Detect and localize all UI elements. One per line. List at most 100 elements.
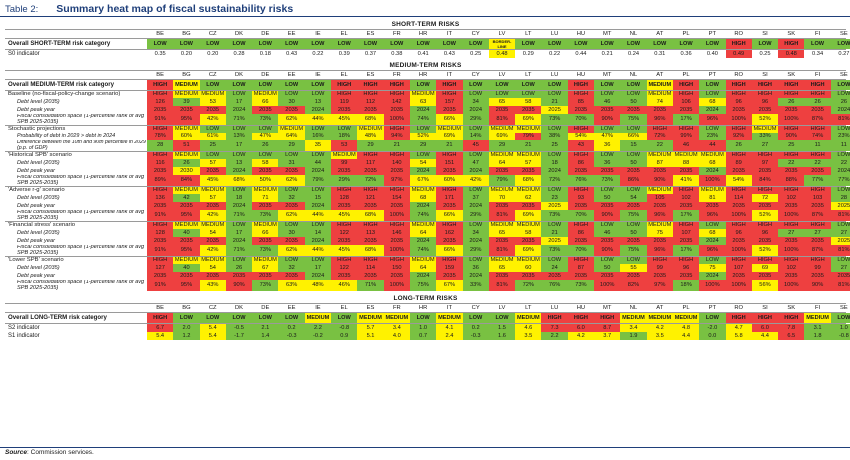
s2-indicator-row-cell: 8.7 bbox=[594, 324, 621, 332]
scenario-indicator-row: Debt peak year 2035 2035 2035 2024 2035 2035 20… bbox=[5, 106, 850, 114]
scenario-indicator-row-cell: 2024 bbox=[304, 202, 332, 210]
scenario-indicator-row-cell: 27 bbox=[804, 229, 831, 237]
scenario-indicator-row-cell: 146 bbox=[383, 229, 410, 237]
s2-indicator-row-cell: 2.2 bbox=[304, 324, 332, 332]
scenario-indicator-row-cell: 99 bbox=[646, 264, 673, 272]
scenario-category-row-cell: HIGH bbox=[383, 222, 410, 229]
scenario-indicator-row-cell: 77% bbox=[830, 175, 850, 186]
scenario-indicator-row-cell: 29% bbox=[462, 114, 489, 125]
short-term-overall-row-cell: LOW bbox=[804, 39, 831, 49]
scenario-indicator-row-cell: 22 bbox=[830, 159, 850, 167]
s0-indicator-row-cell: 0.39 bbox=[338, 51, 350, 57]
scenario-indicator-row-cell: 157 bbox=[436, 98, 463, 106]
scenario-category-row-cell: LOW bbox=[699, 257, 726, 264]
scenario-indicator-row-cell: 2035 bbox=[672, 237, 700, 245]
scenario-category-row-cell: HIGH bbox=[436, 187, 463, 194]
medium-term-overall-row-cell: HIGH bbox=[778, 80, 805, 90]
scenario-indicator-row-cell: 44% bbox=[304, 114, 332, 125]
scenario-category-row-cell: HIGH bbox=[567, 187, 595, 194]
scenario-category-row-cell: LOW bbox=[252, 152, 279, 159]
header-spacer bbox=[5, 304, 147, 312]
scenario-indicator-row-cell: 105 bbox=[646, 194, 673, 202]
scenario-category-row-cell: HIGH bbox=[567, 126, 595, 133]
scenario-category-row-cell: MEDIUM bbox=[699, 152, 726, 159]
s0-indicator-row-cell: 0.29 bbox=[522, 51, 534, 57]
scenario-indicator-row-cell: 58 bbox=[515, 98, 542, 106]
scenario-indicator-row-cell: 2035 bbox=[225, 272, 253, 280]
scenario-category-row-cell: MEDIUM bbox=[173, 152, 200, 159]
scenario-indicator-row-cell: 96% bbox=[646, 210, 673, 221]
country-header: FR bbox=[392, 72, 401, 78]
scenario-category-row-cell: LOW bbox=[225, 152, 253, 159]
scenario-indicator-row-cell: 2035 bbox=[278, 167, 305, 175]
bottom-rule bbox=[0, 447, 850, 448]
scenario-indicator-row-label: Debt peak year bbox=[17, 107, 55, 113]
country-header: EL bbox=[340, 31, 348, 37]
scenario-indicator-row-cell: 47 bbox=[462, 159, 489, 167]
short-term-overall-row-cell: LOW bbox=[383, 39, 410, 49]
scenario-indicator-row-cell: 159 bbox=[436, 264, 463, 272]
s0-indicator-row-cell: 0.34 bbox=[812, 51, 824, 57]
scenario-category-row-cell: LOW bbox=[278, 91, 305, 98]
s0-indicator-row-cell: 0.41 bbox=[417, 51, 429, 57]
scenario-indicator-row-cell: 2025 bbox=[541, 106, 568, 114]
s2-indicator-row-cell: 4.6 bbox=[515, 324, 542, 332]
scenario-indicator-row-cell: 81% bbox=[488, 210, 516, 221]
scenario-indicator-row-cell: 2035 bbox=[646, 202, 673, 210]
scenario-indicator-row-cell: 54 bbox=[199, 264, 226, 272]
s1-indicator-row-cell: 0.0 bbox=[699, 332, 726, 340]
s1-indicator-row-cell: 5.8 bbox=[725, 332, 752, 340]
country-header: IT bbox=[446, 305, 452, 311]
scenario-indicator-row-cell: 142 bbox=[383, 98, 410, 106]
scenario-indicator-row-cell: 65 bbox=[488, 264, 516, 272]
scenario-indicator-row-cell: 74% bbox=[409, 245, 437, 256]
long-term-overall-row-cell: MEDIUM bbox=[804, 313, 831, 323]
scenario-indicator-row-cell: 97% bbox=[646, 280, 673, 291]
scenario-indicator-row-cell: 28 bbox=[830, 194, 850, 202]
stochastic-probability-row-cell: 79% bbox=[515, 133, 542, 140]
source-note: Source: Commission services. bbox=[5, 449, 94, 456]
scenario-indicator-row-cell: 2035 bbox=[620, 106, 647, 114]
s2-indicator-row-cell: 5.7 bbox=[357, 324, 384, 332]
scenario-category-row-cell: MEDIUM bbox=[409, 187, 437, 194]
scenario-indicator-row-cell: 27 bbox=[830, 264, 850, 272]
scenario-category-row-cell: MEDIUM bbox=[646, 222, 673, 229]
scenario-indicator-row-cell: 45% bbox=[331, 245, 358, 256]
scenario-indicator-row-cell: 2024 bbox=[699, 237, 726, 245]
scenario-category-row-cell: HIGH bbox=[751, 222, 779, 229]
scenario-indicator-row-cell: 26 bbox=[804, 98, 831, 106]
scenario-indicator-row-cell: 68 bbox=[699, 229, 726, 237]
long-term-overall-row-cell: HIGH bbox=[147, 313, 174, 323]
s1-indicator-row-cell: 0.9 bbox=[331, 332, 358, 340]
scenario-indicator-row-cell: 2035 bbox=[252, 272, 279, 280]
scenario-category-row-cell: LOW bbox=[462, 126, 489, 133]
scenario-indicator-row-cell: 96% bbox=[646, 114, 673, 125]
scenario-category-row-label: 'Adverse r-g' scenario bbox=[8, 187, 65, 193]
scenario-indicator-row-cell: 57 bbox=[199, 159, 226, 167]
s2-indicator-row-cell: -2.0 bbox=[699, 324, 726, 332]
scenario-indicator-row-cell: 24 bbox=[541, 264, 568, 272]
scenario-category-row-cell: MEDIUM bbox=[252, 91, 279, 98]
scenario-indicator-row-cell: 97% bbox=[383, 175, 410, 186]
scenario-category-row-cell: MEDIUM bbox=[409, 222, 437, 229]
short-term-overall-row-cell: LOW bbox=[173, 39, 200, 49]
stochastic-difference-row-cell: 15 bbox=[620, 140, 647, 151]
scenario-indicator-row-cell: 71 bbox=[252, 194, 279, 202]
scenario-indicator-row-cell: 43% bbox=[199, 280, 226, 291]
scenario-indicator-row-cell: 112 bbox=[357, 98, 384, 106]
scenario-category-row-cell: LOW bbox=[304, 126, 332, 133]
stochastic-probability-row-cell: 47% bbox=[594, 133, 621, 140]
scenario-indicator-row-cell: 67 bbox=[252, 264, 279, 272]
scenario-indicator-row-cell: 128 bbox=[147, 229, 174, 237]
country-header: NL bbox=[629, 305, 638, 311]
scenario-category-row-cell: HIGH bbox=[147, 257, 174, 264]
medium-term-overall-row-cell: LOW bbox=[462, 80, 489, 90]
scenario-indicator-row-cell: 67% bbox=[409, 175, 437, 186]
scenario-indicator-row: Debt level (2035) 116 26 57 13 58 31 44 99 117 140… bbox=[5, 159, 850, 167]
scenario-indicator-row-cell: 68% bbox=[225, 175, 253, 186]
long-term-section-title: LONG-TERM RISKS bbox=[5, 294, 846, 304]
country-header: FR bbox=[392, 305, 401, 311]
scenario-indicator-row-cell: 100% bbox=[383, 280, 410, 291]
scenario-indicator-row-cell: 17 bbox=[225, 229, 253, 237]
scenario-indicator-row-cell: 2035 bbox=[515, 237, 542, 245]
